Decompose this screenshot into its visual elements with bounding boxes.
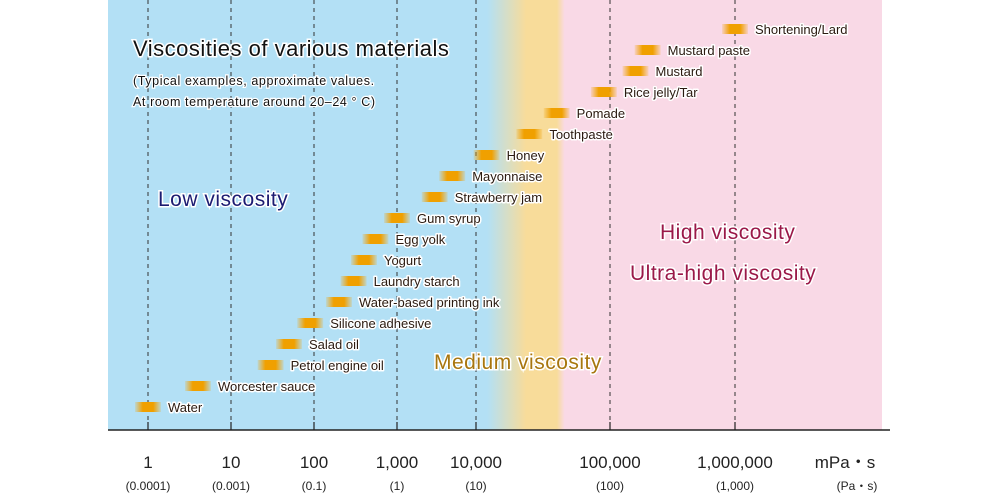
data-point: Water	[135, 399, 204, 417]
tick-label: 10	[222, 453, 241, 472]
data-point: Gum syrup	[384, 210, 482, 228]
tick-sublabel: (1,000)	[716, 479, 754, 493]
tick-label: 1,000,000	[697, 453, 773, 472]
tick-sublabel: (0.001)	[212, 479, 250, 493]
tick-sublabel: (10)	[465, 479, 486, 493]
point-marker	[276, 339, 303, 349]
point-marker	[325, 297, 352, 307]
tick-sublabel: (0.1)	[302, 479, 327, 493]
point-label: Laundry starch	[374, 274, 460, 289]
point-marker	[257, 360, 284, 370]
point-marker	[543, 108, 570, 118]
point-label: Water-based printing ink	[359, 295, 500, 310]
data-point: Rice jelly/Tar	[590, 84, 700, 102]
point-marker	[350, 255, 377, 265]
data-point: Laundry starch	[340, 273, 461, 291]
point-label: Honey	[507, 148, 545, 163]
data-point: Petrol engine oil	[257, 357, 385, 375]
data-point: Mustard	[622, 63, 704, 81]
point-marker	[362, 234, 389, 244]
point-label: Petrol engine oil	[291, 358, 384, 373]
point-label: Yogurt	[384, 253, 421, 268]
point-marker	[634, 45, 661, 55]
data-point: Salad oil	[276, 336, 360, 354]
tick-label: 100,000	[579, 453, 640, 472]
data-point: Worcester sauce	[184, 378, 317, 396]
point-label: Mustard	[656, 64, 703, 79]
zone-label-medium: Medium viscosity	[434, 351, 602, 374]
point-marker	[135, 402, 161, 412]
point-label: Water	[168, 400, 203, 415]
data-point: Honey	[473, 147, 546, 165]
x-axis-unit-secondary: (Pa・s)	[837, 479, 878, 493]
point-marker	[384, 213, 410, 223]
x-axis-unit: mPa・s	[815, 453, 875, 472]
point-label: Silicone adhesive	[330, 316, 431, 331]
chart-subtitle-line-2: At room temperature around 20–24 ° C)	[133, 95, 376, 109]
point-marker	[184, 381, 211, 391]
point-marker	[421, 192, 448, 202]
point-label: Egg yolk	[395, 232, 445, 247]
point-marker	[340, 276, 367, 286]
point-marker	[439, 171, 466, 181]
point-label: Mustard paste	[668, 43, 750, 58]
point-label: Worcester sauce	[218, 379, 315, 394]
data-point: Toothpaste	[516, 126, 614, 144]
zone-label-ultra-high: Ultra-high viscosity	[630, 262, 816, 285]
data-point: Mustard paste	[634, 42, 752, 60]
point-marker	[297, 318, 324, 328]
data-point: Strawberry jam	[421, 189, 544, 207]
zone-label-low: Low viscosity	[158, 188, 288, 211]
x-axis-ticks: 1 (0.0001) 10 (0.001) 100 (0.1) 1,000 (1) 10,000…	[126, 422, 773, 493]
tick-label: 1,000	[376, 453, 419, 472]
point-marker	[590, 87, 617, 97]
plot-background	[108, 0, 882, 430]
point-label: Gum syrup	[417, 211, 481, 226]
tick-sublabel: (0.0001)	[126, 479, 171, 493]
tick-label: 10,000	[450, 453, 502, 472]
point-marker	[516, 129, 543, 139]
data-point: Pomade	[543, 105, 627, 123]
data-point: Water-based printing ink	[325, 294, 501, 312]
data-point: Yogurt	[350, 252, 423, 270]
point-label: Toothpaste	[549, 127, 613, 142]
data-points: Water Worcester sauce Petrol engine oil Sal…	[135, 21, 849, 417]
point-label: Strawberry jam	[455, 190, 542, 205]
chart-subtitle-line-1: (Typical examples, approximate values.	[133, 74, 375, 88]
tick-sublabel: (100)	[596, 479, 624, 493]
tick-label: 1	[143, 453, 152, 472]
point-marker	[622, 66, 649, 76]
tick-label: 100	[300, 453, 328, 472]
tick-sublabel: (1)	[390, 479, 405, 493]
data-point: Egg yolk	[362, 231, 447, 249]
point-marker	[722, 24, 748, 34]
zone-label-high: High viscosity	[660, 221, 795, 244]
point-label: Salad oil	[309, 337, 359, 352]
point-label: Mayonnaise	[472, 169, 542, 184]
data-point: Mayonnaise	[439, 168, 544, 186]
data-point: Silicone adhesive	[297, 315, 433, 333]
point-marker	[473, 150, 500, 160]
chart-title: Viscosities of various materials	[133, 36, 449, 61]
point-label: Rice jelly/Tar	[624, 85, 698, 100]
data-point: Shortening/Lard	[722, 21, 849, 39]
point-label: Shortening/Lard	[755, 22, 848, 37]
point-label: Pomade	[577, 106, 625, 121]
